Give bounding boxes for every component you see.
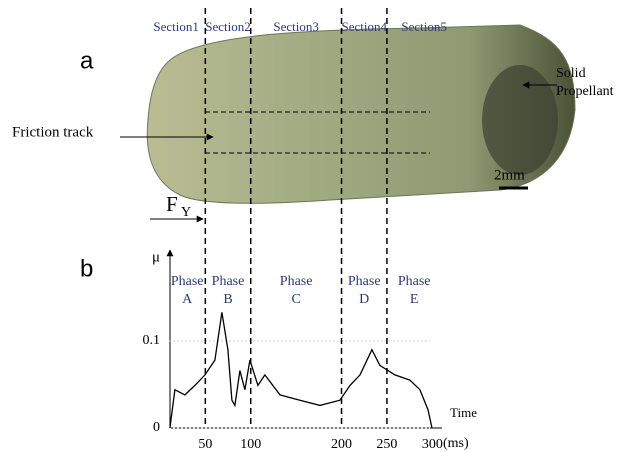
y-tick-label: 0 (153, 420, 160, 435)
force-label: F (166, 192, 178, 216)
section-label: Section5 (401, 19, 447, 34)
x-tick-label: 200 (331, 437, 352, 452)
specimen-photo (146, 24, 576, 204)
phase-label: D (359, 292, 369, 307)
phase-label: B (223, 292, 232, 307)
section-label: Section4 (341, 19, 387, 34)
x-tick-label: 250 (376, 437, 397, 452)
phase-label: C (291, 292, 300, 307)
x-tick-label: 300 (422, 437, 443, 452)
phase-label: Phase (280, 274, 313, 289)
phase-label: Phase (398, 274, 431, 289)
scale-label: 2mm (494, 167, 525, 183)
phase-label: E (410, 292, 419, 307)
x-tick-label: 50 (198, 437, 212, 452)
panel-label: a (80, 47, 94, 74)
friction-track-label: Friction track (12, 124, 94, 140)
x-axis-title: Time (450, 405, 477, 420)
propellant-region (482, 65, 558, 175)
propellant-label: Solid (556, 66, 586, 81)
x-tick-label: 100 (240, 437, 261, 452)
friction-curve (169, 312, 433, 429)
propellant-label: Propellant (556, 84, 614, 99)
y-axis-title: μ (152, 249, 160, 265)
section-label: Section3 (273, 19, 319, 34)
phase-label: Phase (212, 274, 245, 289)
x-unit: (ms) (443, 436, 469, 451)
panel-label: b (80, 255, 93, 282)
section-label: Section2 (205, 19, 251, 34)
phase-label: A (182, 292, 193, 307)
phase-label: Phase (348, 274, 381, 289)
phase-label: Phase (171, 274, 204, 289)
section-label: Section1 (153, 19, 199, 34)
y-tick-label: 0.1 (143, 333, 161, 348)
force-subscript: Y (181, 205, 191, 220)
